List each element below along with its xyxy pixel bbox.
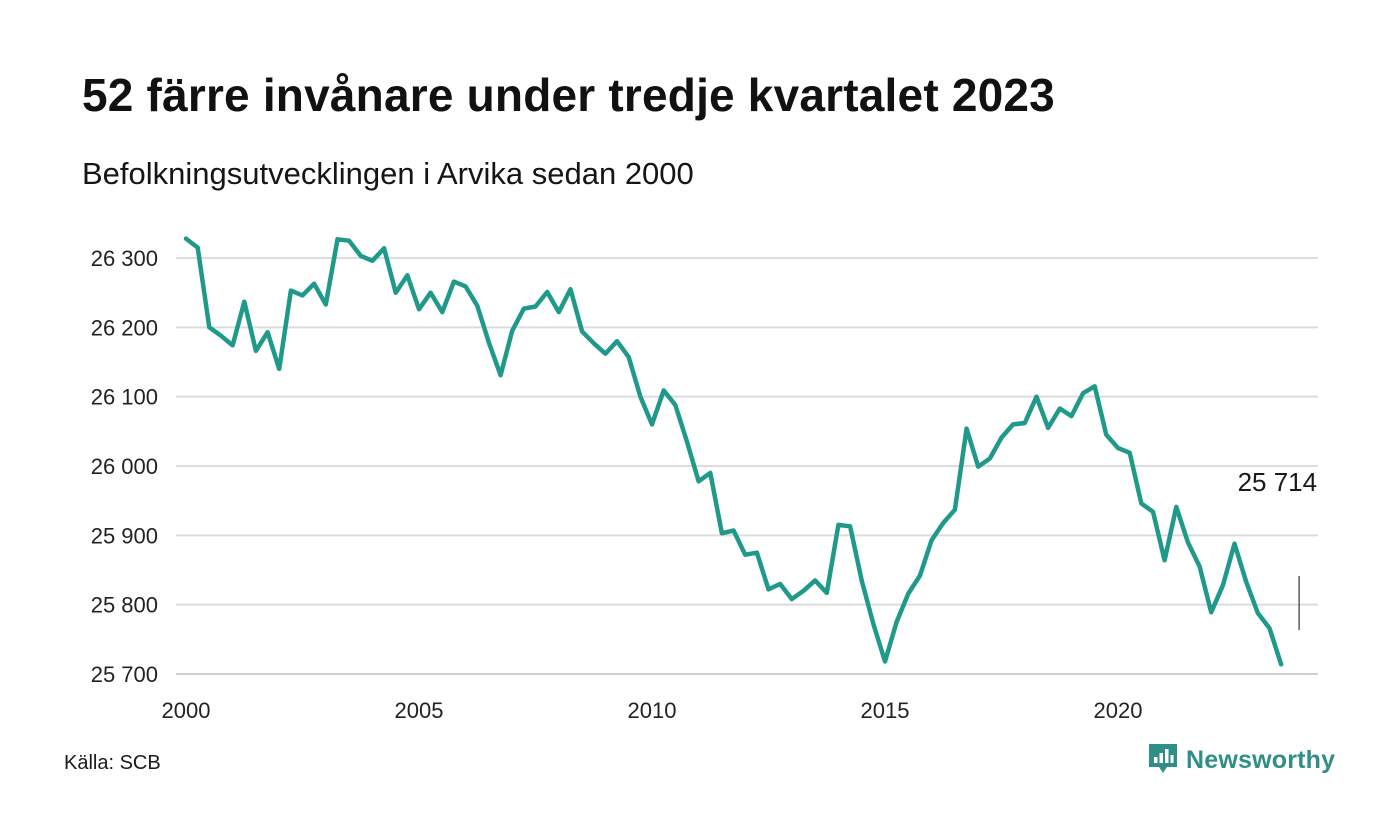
y-tick-label: 26 100	[91, 385, 158, 410]
last-value-label: 25 714	[1238, 467, 1318, 497]
x-tick-label: 2000	[162, 698, 211, 723]
series-group	[183, 236, 1284, 667]
y-tick-label: 25 900	[91, 523, 158, 548]
chart-subtitle: Befolkningsutvecklingen i Arvika sedan 2…	[82, 156, 694, 191]
series-line	[183, 236, 1284, 667]
chart-title: 52 färre invånare under tredje kvartalet…	[82, 69, 1055, 121]
y-axis-tick-labels: 25 700 25 800 25 900 26 000 26 100 26 200 26 3…	[91, 246, 158, 687]
x-tick-label: 2005	[395, 698, 444, 723]
y-tick-label: 25 700	[91, 662, 158, 687]
brand-logo[interactable]: Newsworthy	[1148, 740, 1335, 780]
brand-name: Newsworthy	[1186, 745, 1336, 774]
x-tick-label: 2020	[1094, 698, 1143, 723]
line-chart: 25 700 25 800 25 900 26 000 26 100 26 200 26 3…	[91, 236, 1318, 723]
x-tick-label: 2010	[628, 698, 677, 723]
x-tick-label: 2015	[861, 698, 910, 723]
source-credit: Källa: SCB	[64, 752, 161, 774]
x-axis-tick-labels: 2000 2005 2010 2015 2020	[162, 698, 1143, 723]
y-tick-label: 26 300	[91, 246, 158, 271]
y-tick-label: 25 800	[91, 593, 158, 618]
annotations: 25 714	[1238, 467, 1318, 630]
y-tick-label: 26 000	[91, 454, 158, 479]
gridlines	[176, 257, 1318, 675]
y-tick-label: 26 200	[91, 315, 158, 340]
newsworthy-logo-icon	[1149, 744, 1177, 773]
